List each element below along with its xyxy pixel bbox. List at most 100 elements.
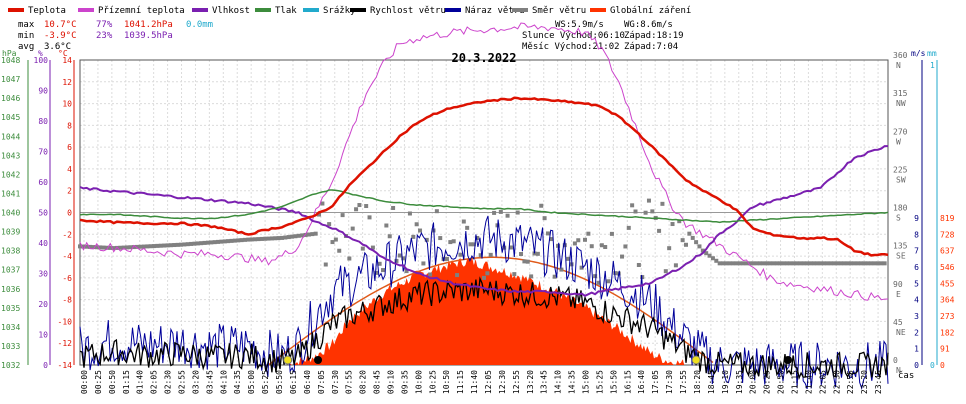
series-direction-point [115, 245, 120, 250]
series-direction-point [731, 261, 736, 266]
stat-min-hum: 23% [96, 31, 113, 41]
series-direction-point [872, 261, 877, 266]
x-tick-label: 16:40 [637, 370, 646, 394]
legend-label-0: Teplota [28, 6, 66, 16]
series-direction-point [249, 237, 254, 242]
direction-tick-deg: 225 [893, 165, 908, 174]
series-direction-point [818, 261, 823, 266]
series-direction-point [266, 236, 271, 241]
pressure-tick-label: 1046 [1, 94, 20, 103]
direction-tick-deg: 315 [893, 89, 908, 98]
series-direction-point [455, 273, 460, 278]
series-direction-point [448, 240, 453, 245]
x-tick-label: 20:25 [763, 370, 772, 394]
direction-tick-dir: N [896, 366, 901, 375]
series-direction-point [512, 272, 517, 277]
series-direction-point [545, 231, 550, 236]
humidity-tick-label: 40 [38, 239, 48, 248]
pressure-tick-label: 1033 [1, 342, 20, 351]
series-direction-point [882, 261, 887, 266]
series-direction-point [478, 253, 483, 258]
series-direction-point [529, 274, 534, 279]
legend-swatch-7 [512, 8, 528, 12]
series-direction-point [357, 203, 362, 208]
pressure-tick-label: 1034 [1, 323, 20, 332]
series-direction-point [791, 261, 796, 266]
pressure-tick-label: 1035 [1, 304, 20, 313]
temperature-tick-label: 0 [67, 209, 72, 218]
series-direction-point [296, 233, 301, 238]
x-tick-label: 23:45 [874, 370, 883, 394]
series-direction-point [327, 222, 332, 227]
series-direction-point [323, 262, 328, 267]
series-direction-point [381, 268, 385, 273]
series-direction-point [300, 233, 305, 238]
series-direction-point [219, 239, 224, 244]
series-direction-point [189, 241, 194, 246]
series-direction-point [320, 201, 325, 206]
series-direction-point [559, 267, 564, 272]
series-direction-point [175, 242, 180, 247]
series-direction-point [428, 272, 433, 277]
x-tick-label: 06:40 [303, 370, 312, 394]
series-direction-point [162, 243, 167, 248]
temperature-tick-label: 6 [67, 143, 72, 152]
series-direction-point [78, 244, 82, 249]
x-tick-label: 14:35 [568, 370, 577, 394]
pressure-tick-label: 1032 [1, 361, 20, 370]
x-tick-label: 22:55 [846, 370, 855, 394]
legend-swatch-8 [590, 8, 606, 12]
series-direction-point [407, 211, 412, 216]
legend-swatch-4 [303, 8, 319, 12]
series-radiation-area [288, 258, 693, 365]
stat-avg-temp: 3.6°C [44, 42, 71, 52]
series-direction-point [222, 239, 227, 244]
x-tick-label: 05:25 [261, 370, 270, 394]
temperature-tick-label: -10 [58, 317, 73, 326]
series-direction-point [192, 241, 197, 246]
stat-max-rain: 0.0mm [186, 20, 213, 30]
windspeed-tick-label: 1 [914, 345, 919, 354]
series-direction-point [364, 204, 369, 209]
temperature-tick-label: 4 [67, 165, 72, 174]
stat-max-temp: 10.7°C [44, 20, 77, 30]
series-direction-point [397, 253, 402, 258]
series-direction-point [862, 261, 867, 266]
series-direction-point [360, 246, 365, 251]
series-direction-point [670, 222, 675, 227]
legend-label-1: Přízemní teplota [98, 6, 185, 16]
series-direction-point [239, 238, 244, 243]
series-direction-point [209, 240, 214, 245]
direction-tick-deg: 180 [893, 204, 908, 213]
series-direction-point [179, 242, 183, 247]
series-direction-point [94, 245, 99, 250]
series-direction-point [781, 261, 786, 266]
series-direction-point [734, 261, 739, 266]
direction-tick-deg: 90 [893, 280, 903, 289]
series-direction-point [155, 243, 160, 248]
series-direction-point [229, 238, 234, 243]
humidity-tick-label: 50 [38, 209, 48, 218]
series-direction-point [337, 248, 342, 253]
sunrise-marker [283, 355, 293, 365]
direction-tick-dir: SW [896, 175, 906, 184]
pressure-axis-unit: hPa [2, 49, 17, 58]
x-tick-label: 04:10 [219, 370, 228, 394]
x-tick-label: 21:15 [790, 370, 799, 394]
stat-min-press: 1039.5hPa [124, 31, 173, 41]
x-tick-label: 02:05 [150, 370, 159, 394]
radiation-tick-label: 273 [940, 312, 955, 321]
series-direction-point [253, 237, 258, 242]
temperature-tick-label: -14 [58, 361, 73, 370]
series-direction-point [865, 261, 870, 266]
temperature-tick-label: -4 [62, 252, 72, 261]
x-tick-label: 17:55 [679, 370, 688, 394]
series-direction-point [226, 239, 231, 244]
legend-label-4: Srážky [323, 6, 356, 16]
radiation-tick-label: 182 [940, 328, 955, 337]
direction-tick-dir: NE [896, 328, 906, 337]
series-direction-point [828, 261, 833, 266]
x-tick-label: 22:30 [832, 370, 841, 394]
windspeed-tick-label: 4 [914, 296, 919, 305]
